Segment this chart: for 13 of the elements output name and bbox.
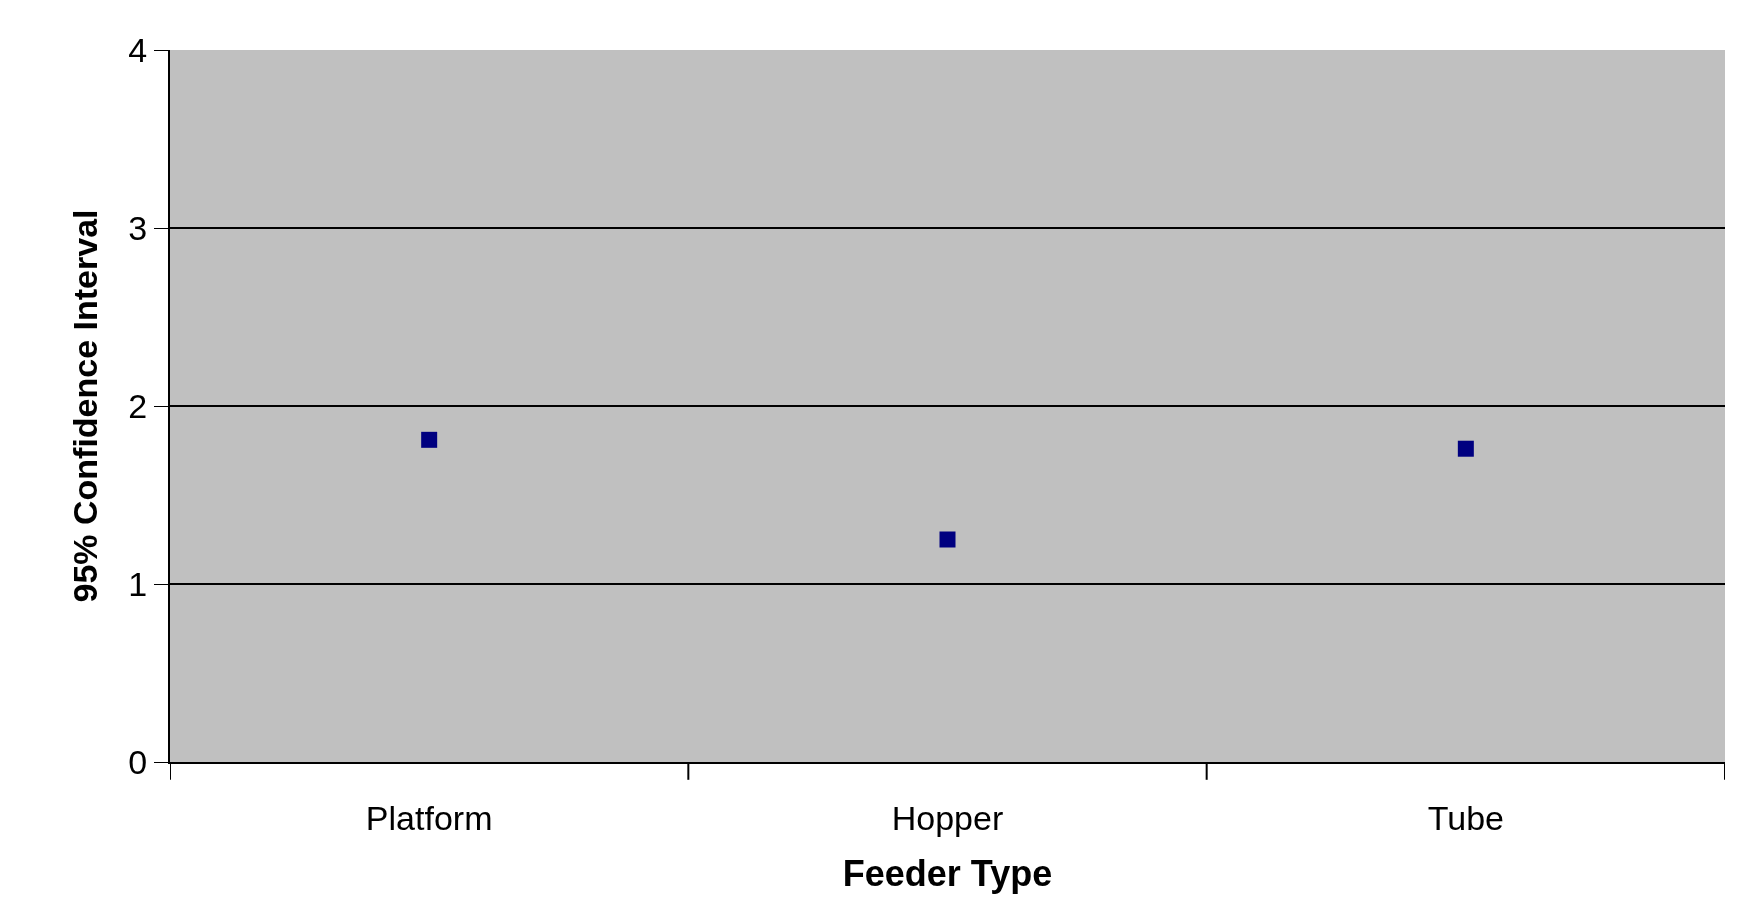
point	[939, 531, 956, 548]
x-tick-label: Hopper	[891, 798, 1004, 837]
y-tick-label: 2	[128, 386, 148, 425]
y-axis-title: 95% Confidence Interval	[66, 209, 105, 603]
point	[1457, 440, 1474, 457]
y-tick-label: 3	[128, 208, 148, 247]
y-tick-label: 1	[128, 564, 148, 603]
x-tick-label: Platform	[365, 798, 493, 837]
x-tick-label: Tube	[1427, 798, 1504, 837]
x-axis-title: Feeder Type	[842, 853, 1053, 894]
y-tick-label: 0	[128, 742, 148, 781]
point	[421, 431, 438, 448]
y-tick-label: 4	[128, 30, 148, 69]
